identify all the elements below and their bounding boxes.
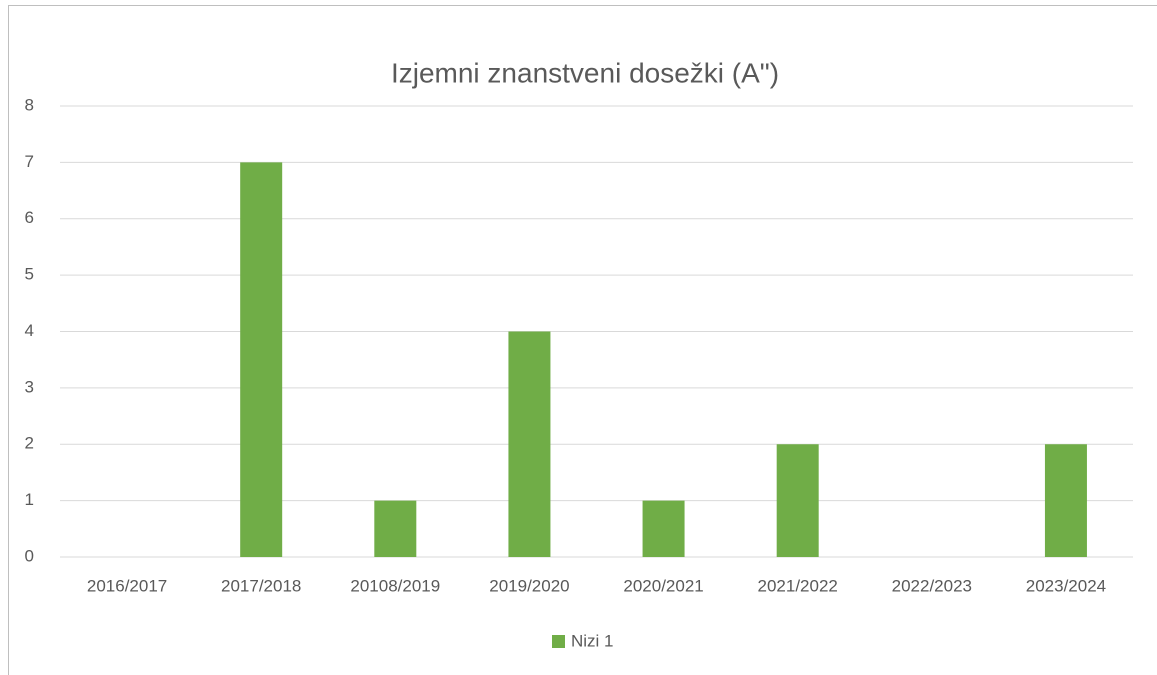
y-tick-label: 5 [25, 265, 34, 284]
bar [776, 444, 819, 557]
x-tick-label: 2017/2018 [221, 576, 301, 595]
y-tick-label: 3 [25, 377, 34, 396]
y-tick-label: 4 [25, 321, 34, 340]
x-tick-label: 2020/2021 [623, 576, 703, 595]
bar [374, 500, 417, 557]
bar [240, 162, 283, 557]
chart-title: Izjemni znanstveni dosežki (A") [391, 57, 779, 88]
bar [642, 500, 685, 557]
y-tick-label: 0 [25, 546, 34, 565]
x-tick-label: 20108/2019 [350, 576, 440, 595]
y-tick-label: 1 [25, 490, 34, 509]
x-tick-label: 2019/2020 [489, 576, 569, 595]
y-tick-label: 7 [25, 152, 34, 171]
chart-frame [8, 5, 1157, 675]
bar [508, 331, 551, 557]
y-tick-label: 2 [25, 434, 34, 453]
y-tick-label: 8 [25, 95, 34, 114]
x-tick-label: 2022/2023 [892, 576, 972, 595]
x-tick-label: 2016/2017 [87, 576, 167, 595]
bar [1044, 444, 1087, 557]
x-tick-label: 2023/2024 [1026, 576, 1106, 595]
x-tick-label: 2021/2022 [758, 576, 838, 595]
legend-label: Nizi 1 [571, 631, 614, 650]
y-tick-label: 6 [25, 208, 34, 227]
legend-swatch [552, 635, 565, 648]
